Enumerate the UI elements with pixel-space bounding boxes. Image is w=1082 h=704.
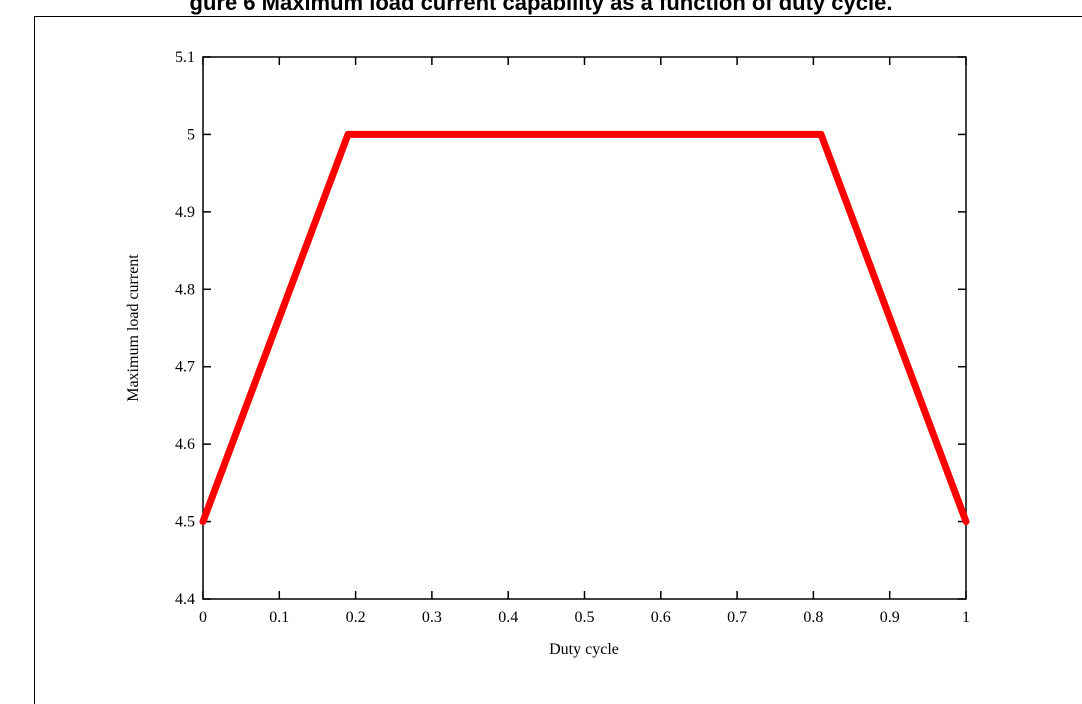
x-tick-label: 0.9 (880, 609, 900, 626)
x-axis-label: Duty cycle (549, 641, 619, 658)
series-line (199, 130, 970, 526)
y-tick-label: 4.7 (175, 359, 195, 376)
plot-area-border (202, 56, 967, 600)
x-tick-label: 0.3 (422, 609, 442, 626)
data-series (199, 130, 970, 526)
y-axis-ticks: 4.4 4.5 4.6 4.7 4.8 4.9 5 5.1 (175, 49, 966, 608)
x-tick-label: 0.7 (727, 609, 747, 626)
x-tick-label: 0.1 (269, 609, 289, 626)
figure-title: gure 6 Maximum load current capability a… (189, 0, 893, 15)
y-tick-label: 4.5 (175, 514, 195, 531)
y-tick-label: 5.1 (175, 49, 195, 66)
y-tick-label: 4.6 (175, 436, 195, 453)
y-tick-label: 4.4 (175, 591, 195, 608)
y-tick-label: 5 (187, 126, 195, 143)
x-tick-label: 0.6 (651, 609, 671, 626)
figure-panel (34, 16, 1082, 704)
y-axis-label: Maximum load current (125, 254, 142, 402)
x-tick-label: 0.2 (346, 609, 366, 626)
x-axis-ticks: 0 0.1 0.2 0.3 0.4 0.5 0.6 0.7 0.8 0.9 1 (199, 57, 970, 626)
y-tick-label: 4.8 (175, 281, 195, 298)
x-tick-label: 1 (962, 609, 970, 626)
x-tick-label: 0.8 (803, 609, 823, 626)
x-tick-label: 0.5 (575, 609, 595, 626)
x-tick-label: 0.4 (498, 609, 518, 626)
y-tick-label: 4.9 (175, 204, 195, 221)
x-tick-label: 0 (199, 609, 207, 626)
